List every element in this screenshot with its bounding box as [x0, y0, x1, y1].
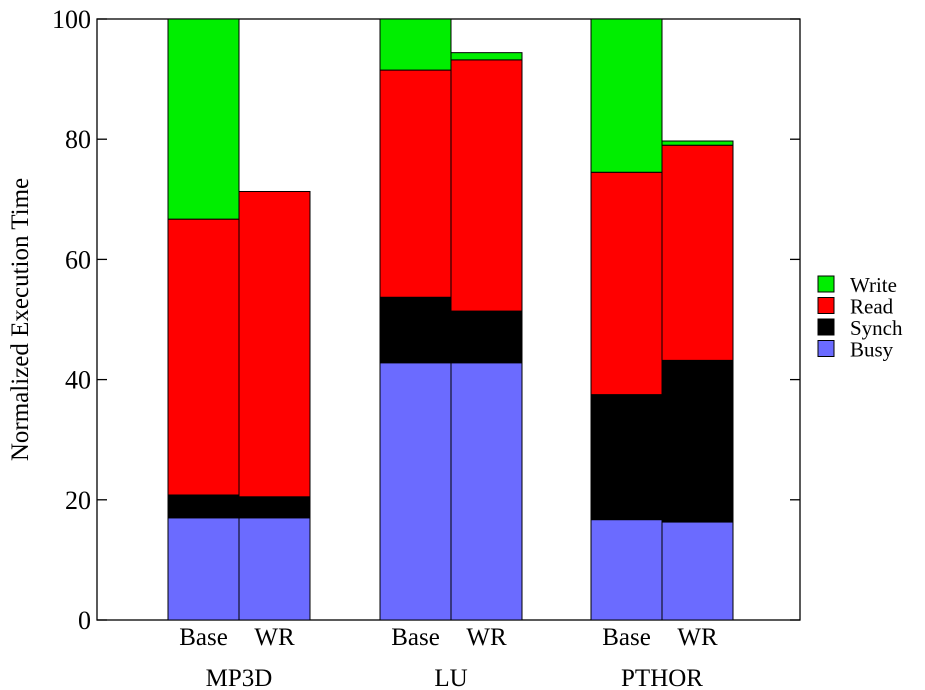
- bar-segment-pthor-wr-read: [661, 144, 734, 361]
- bar-segment-lu-base-write: [379, 18, 452, 71]
- legend-swatch-synch: [817, 318, 835, 336]
- bar-segment-lu-base-busy: [379, 362, 452, 621]
- y-tick-label: 40: [65, 366, 91, 395]
- bar-segment-lu-wr-write: [450, 52, 523, 61]
- bar-segment-mp3d-base-synch: [167, 494, 240, 519]
- y-tick-label: 80: [65, 125, 91, 154]
- bar-segment-mp3d-base-busy: [167, 517, 240, 621]
- legend-label-read: Read: [850, 295, 894, 319]
- bar-label: WR: [254, 624, 295, 651]
- legend-swatch-busy: [817, 340, 835, 357]
- bar-label: WR: [677, 624, 718, 651]
- legend-label-busy: Busy: [850, 338, 894, 362]
- y-tick-label: 20: [65, 486, 91, 515]
- bar-segment-pthor-base-synch: [590, 394, 663, 521]
- group-label: LU: [434, 665, 467, 690]
- bar-segment-pthor-wr-busy: [661, 521, 734, 621]
- bar-segment-mp3d-base-read: [167, 218, 240, 496]
- group-label: PTHOR: [621, 665, 703, 690]
- bar-segment-mp3d-base-write: [167, 18, 240, 220]
- y-tick-label: 0: [78, 606, 91, 635]
- bar-segment-mp3d-wr-busy: [238, 517, 311, 621]
- legend-label-synch: Synch: [850, 316, 903, 340]
- bar-label: WR: [466, 624, 507, 651]
- chart-bars: [167, 18, 734, 621]
- y-tick-label: 60: [65, 245, 91, 274]
- legend-swatch-read: [817, 297, 835, 314]
- bar-segment-lu-wr-busy: [450, 362, 523, 621]
- bar-segment-lu-base-read: [379, 69, 452, 298]
- group-label: MP3D: [206, 665, 273, 690]
- bar-segment-pthor-base-busy: [590, 519, 663, 621]
- bar-segment-pthor-base-write: [590, 18, 663, 173]
- y-tick-label: 100: [52, 5, 91, 34]
- bar-segment-pthor-wr-write: [661, 140, 734, 146]
- bar-segment-lu-wr-read: [450, 59, 523, 312]
- bar-segment-mp3d-wr-synch: [238, 496, 311, 519]
- bar-segment-lu-base-synch: [379, 296, 452, 364]
- bar-segment-mp3d-wr-read: [238, 190, 311, 498]
- legend-label-write: Write: [850, 273, 897, 297]
- bar-label: Base: [179, 624, 228, 651]
- bar-segment-pthor-wr-synch: [661, 359, 734, 523]
- legend-swatch-write: [817, 275, 835, 293]
- bar-label: Base: [602, 624, 651, 651]
- bar-segment-pthor-base-read: [590, 171, 663, 396]
- bar-label: Base: [391, 624, 440, 651]
- y-axis-label: Normalized Execution Time: [7, 178, 34, 461]
- chart-labels: Normalized Execution Time Base WR MP3D Base W…: [7, 178, 718, 690]
- bar-segment-lu-wr-synch: [450, 310, 523, 364]
